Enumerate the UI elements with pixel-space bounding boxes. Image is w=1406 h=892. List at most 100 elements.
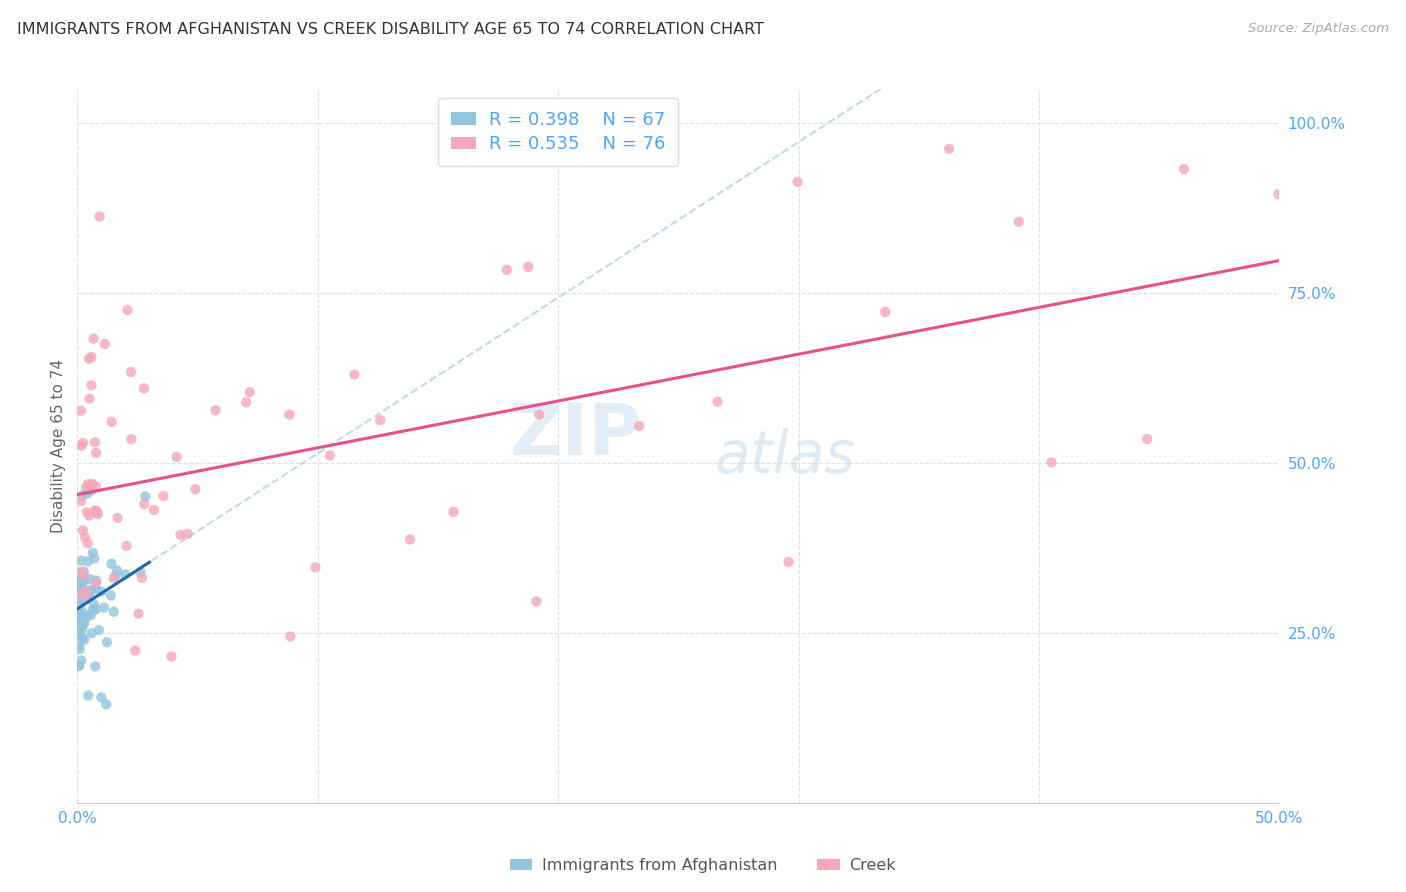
Point xyxy=(80,582,103,597)
Point xyxy=(239,385,262,400)
Point xyxy=(70,653,93,667)
Point xyxy=(84,479,107,493)
Text: ZIP: ZIP xyxy=(510,401,643,470)
Point xyxy=(86,504,108,518)
Point xyxy=(166,450,188,464)
Point xyxy=(69,628,91,642)
Point xyxy=(495,262,517,277)
Point xyxy=(1267,187,1289,202)
Point xyxy=(69,594,91,608)
Point xyxy=(304,560,326,574)
Point xyxy=(80,608,103,623)
Point xyxy=(517,260,540,274)
Point xyxy=(368,413,391,427)
Point xyxy=(67,639,90,653)
Point xyxy=(129,566,152,580)
Point xyxy=(77,589,100,603)
Point xyxy=(73,616,96,631)
Point xyxy=(70,439,93,453)
Point xyxy=(79,572,101,586)
Point xyxy=(235,395,257,409)
Point xyxy=(70,554,93,568)
Point xyxy=(69,575,91,590)
Point xyxy=(160,649,183,664)
Point xyxy=(399,533,422,547)
Point xyxy=(72,573,94,587)
Point xyxy=(76,486,98,500)
Point xyxy=(103,571,125,585)
Point xyxy=(176,527,198,541)
Point xyxy=(77,689,100,703)
Point xyxy=(100,589,122,603)
Point xyxy=(72,617,94,632)
Point xyxy=(82,603,104,617)
Point xyxy=(72,568,94,582)
Point xyxy=(280,630,302,644)
Point xyxy=(69,573,91,587)
Point xyxy=(105,564,128,578)
Point xyxy=(69,619,91,633)
Point xyxy=(73,632,96,647)
Point xyxy=(69,596,91,610)
Point xyxy=(73,584,96,599)
Point xyxy=(184,482,207,496)
Point xyxy=(1008,215,1031,229)
Point xyxy=(84,446,107,460)
Point xyxy=(87,507,110,521)
Point xyxy=(72,574,94,588)
Point xyxy=(84,602,107,616)
Legend: R = 0.398    N = 67, R = 0.535    N = 76: R = 0.398 N = 67, R = 0.535 N = 76 xyxy=(439,98,678,166)
Point xyxy=(76,609,98,624)
Point xyxy=(73,531,96,545)
Point xyxy=(70,578,93,592)
Point xyxy=(67,567,90,582)
Text: IMMIGRANTS FROM AFGHANISTAN VS CREEK DISABILITY AGE 65 TO 74 CORRELATION CHART: IMMIGRANTS FROM AFGHANISTAN VS CREEK DIS… xyxy=(17,22,763,37)
Point xyxy=(79,392,101,406)
Point xyxy=(142,503,165,517)
Point xyxy=(72,524,94,538)
Point xyxy=(1136,432,1159,446)
Text: Source: ZipAtlas.com: Source: ZipAtlas.com xyxy=(1249,22,1389,36)
Point xyxy=(100,415,122,429)
Point xyxy=(94,337,117,351)
Point xyxy=(319,449,342,463)
Point xyxy=(526,594,548,608)
Point xyxy=(124,643,146,657)
Point xyxy=(131,571,153,585)
Point xyxy=(90,584,112,599)
Point xyxy=(70,488,93,502)
Point xyxy=(67,615,90,629)
Point xyxy=(73,571,96,585)
Point xyxy=(84,582,107,596)
Point xyxy=(89,210,111,224)
Point xyxy=(72,567,94,582)
Point xyxy=(73,565,96,579)
Point xyxy=(77,508,100,523)
Point xyxy=(1040,455,1063,469)
Point xyxy=(527,408,550,422)
Y-axis label: Disability Age 65 to 74: Disability Age 65 to 74 xyxy=(51,359,66,533)
Point xyxy=(84,659,107,673)
Point xyxy=(1173,162,1195,177)
Point xyxy=(72,436,94,450)
Point xyxy=(83,332,105,346)
Point xyxy=(778,555,800,569)
Point xyxy=(69,642,91,657)
Point xyxy=(127,607,149,621)
Point xyxy=(83,597,105,611)
Point xyxy=(132,381,155,395)
Point xyxy=(628,419,651,434)
Point xyxy=(69,614,91,628)
Point xyxy=(70,577,93,591)
Point xyxy=(204,403,226,417)
Point xyxy=(69,565,91,579)
Point xyxy=(87,623,110,637)
Point xyxy=(93,600,115,615)
Point xyxy=(84,574,107,588)
Point xyxy=(77,477,100,491)
Legend: Immigrants from Afghanistan, Creek: Immigrants from Afghanistan, Creek xyxy=(503,852,903,880)
Point xyxy=(443,505,465,519)
Point xyxy=(134,497,156,511)
Point xyxy=(343,368,366,382)
Point xyxy=(84,435,107,450)
